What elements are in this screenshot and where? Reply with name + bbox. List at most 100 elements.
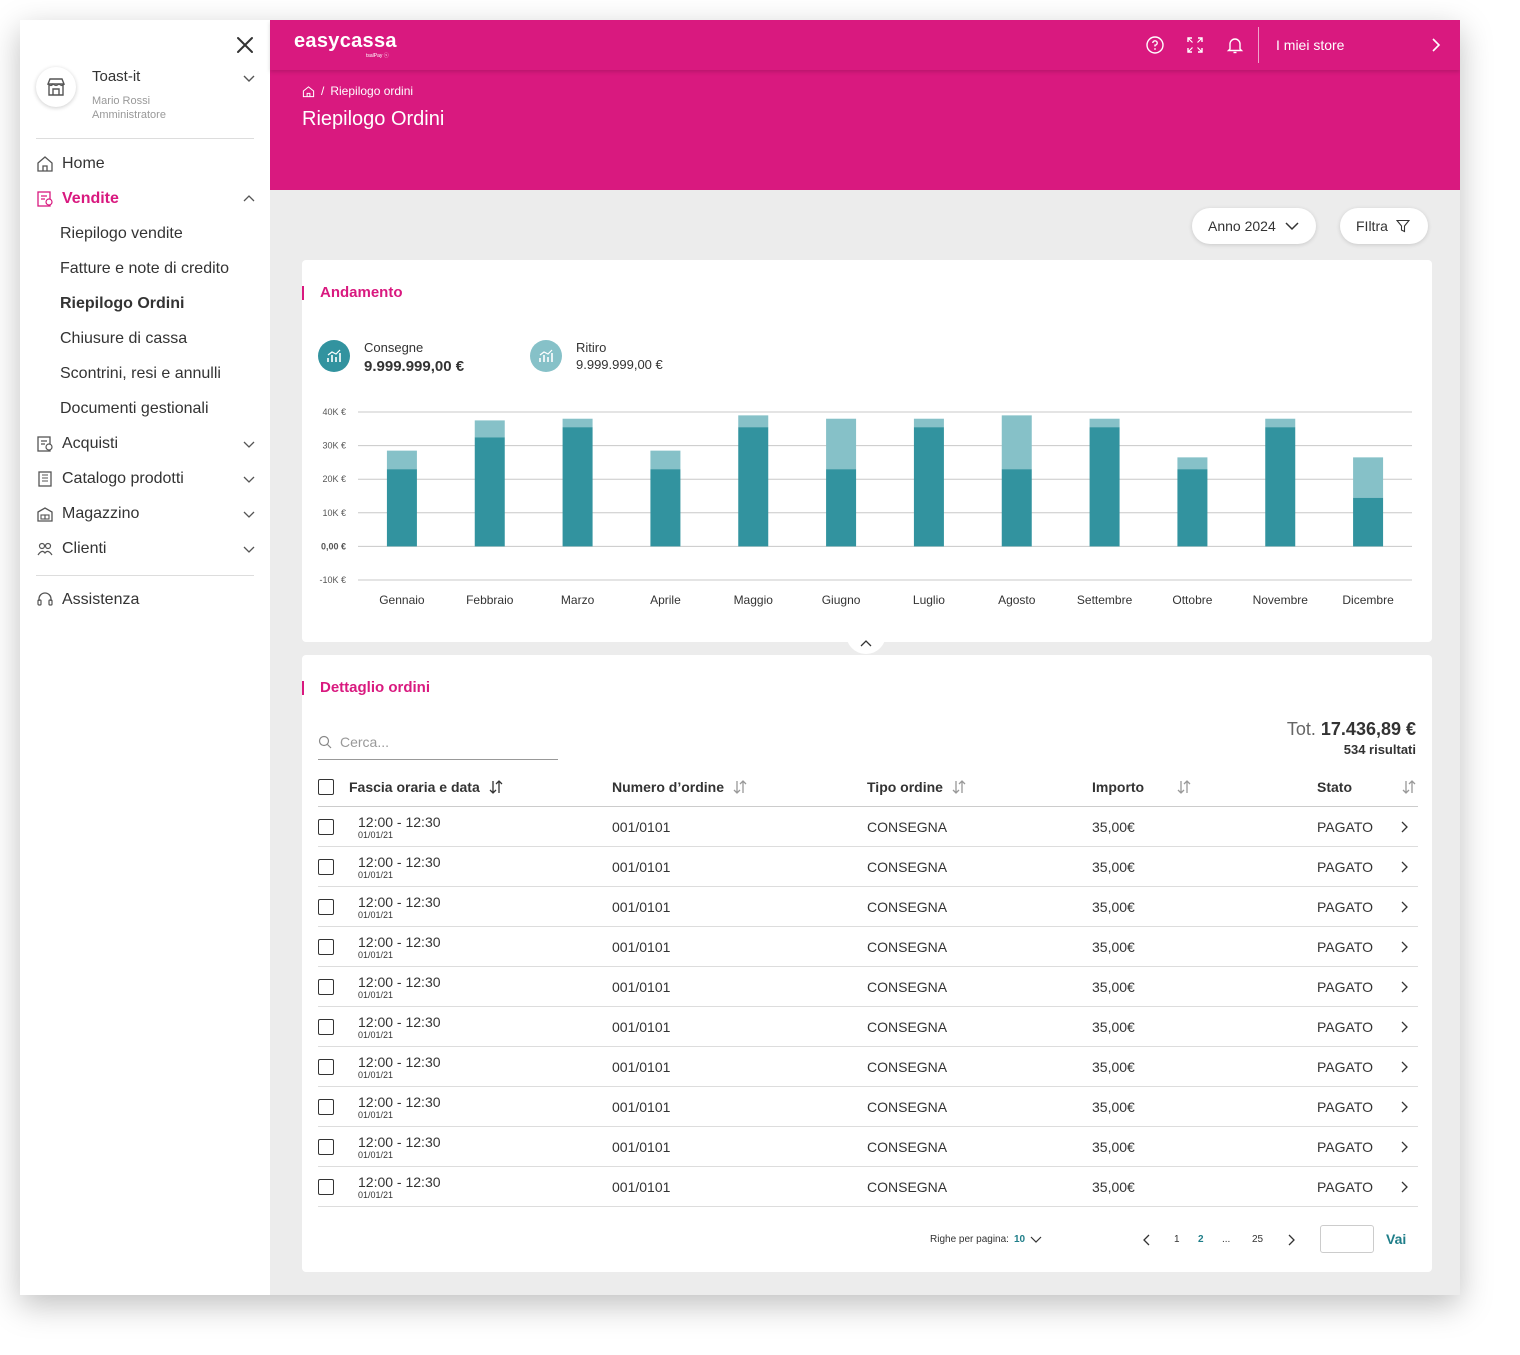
table-row[interactable]: 12:00 - 12:30 01/01/21 001/0101 CONSEGNA 35,… — [318, 967, 1418, 1007]
column-header-number[interactable]: Numero d’ordine — [612, 767, 748, 807]
bar-ritiro[interactable] — [913, 418, 944, 428]
bar-consegne[interactable] — [1353, 497, 1384, 547]
store-avatar[interactable] — [36, 67, 76, 107]
sort-icon[interactable] — [1176, 780, 1192, 794]
sidebar-subitem-riepilogo-ordini[interactable]: Riepilogo Ordini — [60, 295, 185, 312]
rows-per-page-select[interactable]: 10 — [1014, 1234, 1026, 1245]
row-checkbox[interactable] — [318, 819, 334, 835]
row-checkbox[interactable] — [318, 1019, 334, 1035]
table-row[interactable]: 12:00 - 12:30 01/01/21 001/0101 CONSEGNA 35,… — [318, 1087, 1418, 1127]
page-number-current[interactable]: 2 — [1198, 1234, 1204, 1245]
bar-consegne[interactable] — [650, 469, 681, 547]
table-row[interactable]: 12:00 - 12:30 01/01/21 001/0101 CONSEGNA 35,… — [318, 1047, 1418, 1087]
row-checkbox[interactable] — [318, 1179, 334, 1195]
sort-icon[interactable] — [488, 780, 504, 794]
sort-icon[interactable] — [732, 780, 748, 794]
app-logo[interactable]: easycassa — [294, 30, 397, 52]
sidebar-subitem-fatture[interactable]: Fatture e note di credito — [60, 260, 229, 277]
chevron-right-icon[interactable] — [1398, 1060, 1412, 1074]
bar-consegne[interactable] — [1177, 469, 1208, 547]
chevron-right-icon[interactable] — [1398, 1100, 1412, 1114]
collapse-chart-button[interactable] — [846, 632, 886, 654]
chevron-right-icon[interactable] — [1286, 1233, 1296, 1247]
bar-ritiro[interactable] — [562, 418, 593, 428]
sidebar-item-acquisti[interactable]: Acquisti — [36, 432, 256, 456]
table-row[interactable]: 12:00 - 12:30 01/01/21 001/0101 CONSEGNA 35,… — [318, 1127, 1418, 1167]
chevron-right-icon[interactable] — [1398, 860, 1412, 874]
chevron-right-icon[interactable] — [1398, 1140, 1412, 1154]
bar-consegne[interactable] — [826, 469, 857, 547]
bar-ritiro[interactable] — [474, 420, 505, 438]
my-stores-link[interactable]: I miei store — [1276, 37, 1345, 53]
sidebar-item-magazzino[interactable]: Magazzino — [36, 502, 256, 526]
table-row[interactable]: 12:00 - 12:30 01/01/21 001/0101 CONSEGNA 35,… — [318, 1007, 1418, 1047]
bar-consegne[interactable] — [1089, 427, 1120, 547]
chevron-right-icon[interactable] — [1398, 940, 1412, 954]
chevron-right-icon[interactable] — [1428, 36, 1444, 54]
page-jump-input[interactable] — [1320, 1225, 1374, 1253]
help-icon[interactable] — [1145, 35, 1165, 55]
bar-ritiro[interactable] — [1089, 418, 1120, 428]
search-field[interactable] — [318, 725, 558, 760]
sidebar-item-vendite[interactable]: Vendite — [36, 187, 256, 211]
chevron-right-icon[interactable] — [1398, 980, 1412, 994]
year-select[interactable]: Anno 2024 — [1192, 208, 1316, 244]
row-checkbox[interactable] — [318, 1139, 334, 1155]
page-number[interactable]: 25 — [1252, 1234, 1264, 1245]
bar-ritiro[interactable] — [650, 450, 681, 470]
bar-ritiro[interactable] — [738, 415, 769, 428]
bar-ritiro[interactable] — [1265, 418, 1296, 428]
row-checkbox[interactable] — [318, 939, 334, 955]
sort-icon[interactable] — [951, 780, 967, 794]
bar-consegne[interactable] — [738, 427, 769, 547]
row-checkbox[interactable] — [318, 979, 334, 995]
table-row[interactable]: 12:00 - 12:30 01/01/21 001/0101 CONSEGNA 35,… — [318, 807, 1418, 847]
bar-ritiro[interactable] — [1001, 415, 1032, 470]
fullscreen-icon[interactable] — [1185, 35, 1205, 55]
column-header-amount[interactable]: Importo — [1092, 767, 1192, 807]
close-icon[interactable] — [234, 34, 256, 56]
chevron-right-icon[interactable] — [1398, 1020, 1412, 1034]
table-row[interactable]: 12:00 - 12:30 01/01/21 001/0101 CONSEGNA 35,… — [318, 927, 1418, 967]
select-all-checkbox[interactable] — [318, 779, 334, 795]
bar-consegne[interactable] — [913, 427, 944, 547]
home-icon[interactable] — [302, 85, 315, 98]
bar-consegne[interactable] — [1001, 469, 1032, 547]
page-number[interactable]: 1 — [1174, 1234, 1180, 1245]
table-row[interactable]: 12:00 - 12:30 01/01/21 001/0101 CONSEGNA 35,… — [318, 1167, 1418, 1207]
sidebar-item-assistenza[interactable]: Assistenza — [36, 588, 256, 612]
column-header-type[interactable]: Tipo ordine — [867, 767, 967, 807]
bell-icon[interactable] — [1225, 35, 1245, 55]
row-checkbox[interactable] — [318, 1099, 334, 1115]
filter-button[interactable]: FIltra — [1340, 208, 1428, 244]
sidebar-subitem-riepilogo-vendite[interactable]: Riepilogo vendite — [60, 225, 183, 242]
bar-consegne[interactable] — [562, 427, 593, 547]
sidebar-subitem-chiusure[interactable]: Chiusure di cassa — [60, 330, 188, 347]
bar-consegne[interactable] — [386, 469, 417, 547]
chevron-down-icon[interactable] — [1030, 1235, 1042, 1245]
search-input[interactable] — [340, 734, 540, 750]
sort-icon[interactable] — [1401, 780, 1417, 794]
sidebar-item-catalogo[interactable]: Catalogo prodotti — [36, 467, 256, 491]
bar-ritiro[interactable] — [1177, 457, 1208, 470]
bar-consegne[interactable] — [474, 437, 505, 547]
sidebar-item-home[interactable]: Home — [36, 152, 256, 176]
column-header-status[interactable]: Stato — [1317, 767, 1417, 807]
row-checkbox[interactable] — [318, 1059, 334, 1075]
bar-consegne[interactable] — [1265, 427, 1296, 547]
chevron-right-icon[interactable] — [1398, 820, 1412, 834]
chevron-right-icon[interactable] — [1398, 900, 1412, 914]
row-checkbox[interactable] — [318, 859, 334, 875]
bar-ritiro[interactable] — [1353, 457, 1384, 498]
bar-ritiro[interactable] — [826, 418, 857, 470]
sidebar-subitem-documenti[interactable]: Documenti gestionali — [60, 400, 209, 417]
sidebar-item-clienti[interactable]: Clienti — [36, 537, 256, 561]
table-row[interactable]: 12:00 - 12:30 01/01/21 001/0101 CONSEGNA 35,… — [318, 887, 1418, 927]
bar-ritiro[interactable] — [386, 450, 417, 470]
sidebar-subitem-scontrini[interactable]: Scontrini, resi e annulli — [60, 365, 221, 382]
chevron-right-icon[interactable] — [1398, 1180, 1412, 1194]
table-row[interactable]: 12:00 - 12:30 01/01/21 001/0101 CONSEGNA 35,… — [318, 847, 1418, 887]
go-button[interactable]: Vai — [1386, 1231, 1407, 1247]
column-header-time[interactable]: Fascia oraria e data — [349, 767, 504, 807]
chevron-left-icon[interactable] — [1142, 1233, 1152, 1247]
